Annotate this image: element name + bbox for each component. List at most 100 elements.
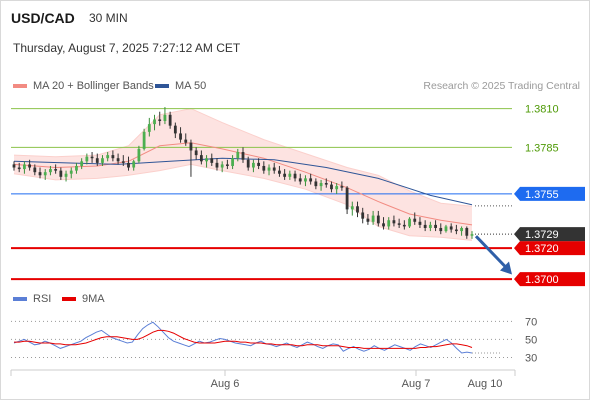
symbol-label: USD/CAD	[11, 10, 75, 26]
candle	[121, 155, 125, 166]
candle-body	[454, 229, 458, 232]
candle-body	[38, 172, 42, 176]
candle	[106, 152, 110, 162]
candle-body	[392, 220, 396, 224]
candle-body	[470, 234, 474, 236]
candle	[319, 179, 323, 191]
candle-body	[142, 131, 146, 149]
candle-body	[283, 173, 287, 177]
candle-body	[439, 227, 443, 232]
candle-body	[90, 156, 94, 159]
candle	[168, 111, 172, 129]
candle-body	[460, 227, 463, 232]
candle-body	[106, 155, 110, 159]
candle	[262, 161, 266, 174]
candle	[345, 186, 349, 215]
legend-label: RSI	[33, 293, 52, 305]
candle	[127, 156, 130, 171]
candle	[423, 220, 427, 232]
candle-body	[257, 162, 261, 166]
resistance-label-1: 1.3810	[525, 104, 559, 116]
candle-body	[434, 224, 437, 228]
candle	[449, 223, 453, 233]
candle-body	[423, 224, 427, 228]
candle	[194, 147, 198, 160]
candle	[220, 161, 224, 173]
candle-body	[402, 224, 406, 227]
candle	[153, 114, 156, 131]
candle-body	[80, 161, 84, 166]
candle-body	[309, 178, 313, 182]
candle-body	[340, 186, 344, 188]
timeframe-label: 30 MIN	[89, 11, 128, 25]
candle-body	[163, 114, 167, 122]
candle	[439, 223, 443, 235]
candle-body	[179, 133, 182, 140]
candle	[241, 147, 245, 163]
price-levels	[11, 108, 512, 281]
candle-body	[64, 173, 68, 177]
candle	[43, 169, 47, 180]
candle	[189, 139, 193, 177]
candle	[210, 153, 214, 166]
candle	[142, 128, 146, 151]
candle	[366, 214, 370, 225]
resistance-label-2: 1.3785	[525, 142, 559, 154]
candle	[460, 226, 463, 236]
support-label-1: 1.3720	[525, 243, 559, 255]
candle	[324, 178, 328, 188]
candle-body	[95, 158, 99, 163]
candle	[49, 165, 52, 176]
candle-body	[449, 226, 453, 230]
candle-body	[262, 165, 266, 171]
legend-swatch-9ma	[62, 297, 76, 301]
candle-body	[356, 206, 359, 213]
candle	[434, 220, 437, 232]
price-tags: 1.3810 1.3785 1.3755 1.3720 1.3700 1.3729	[514, 104, 585, 287]
candle	[163, 107, 167, 125]
bollinger-upper-line	[13, 108, 473, 207]
legend-label: MA 50	[175, 80, 207, 92]
candle	[236, 148, 240, 162]
resistance-label-3: 1.3755	[525, 189, 559, 201]
candle-body	[225, 164, 229, 166]
candle	[330, 181, 333, 193]
candle-body	[314, 181, 318, 187]
rsi-panel: 70 50 30	[11, 316, 537, 364]
candle-body	[85, 156, 89, 162]
candle	[215, 158, 219, 171]
candle	[293, 170, 297, 182]
candle-body	[335, 186, 339, 190]
candle	[314, 178, 318, 190]
current-price-tag	[514, 227, 585, 242]
candle-body	[304, 178, 307, 182]
forecast-arrow-shaft	[474, 235, 510, 271]
candle-body	[366, 218, 370, 222]
candle-body	[444, 226, 448, 232]
candle-body	[361, 212, 365, 219]
candle	[387, 217, 391, 230]
candle	[340, 181, 344, 191]
candle-body	[189, 142, 193, 151]
candle-body	[54, 169, 58, 171]
candle	[304, 175, 307, 187]
candle-body	[408, 218, 411, 227]
legend-label: 9MA	[82, 293, 105, 305]
rsi-tick-label: 30	[525, 352, 537, 364]
candle	[147, 117, 151, 137]
candle-body	[173, 125, 177, 134]
candle-body	[371, 215, 375, 222]
candle	[184, 133, 188, 146]
legend-item-ma50: MA 50	[155, 80, 206, 92]
candle	[225, 159, 229, 170]
candle	[85, 153, 89, 165]
candle-body	[220, 164, 224, 168]
support-tag-1	[514, 241, 585, 256]
candle	[356, 201, 359, 218]
candle	[392, 215, 396, 227]
candle	[111, 150, 115, 162]
candle-body	[418, 221, 422, 225]
candle-body	[199, 155, 203, 162]
candle	[17, 162, 21, 173]
